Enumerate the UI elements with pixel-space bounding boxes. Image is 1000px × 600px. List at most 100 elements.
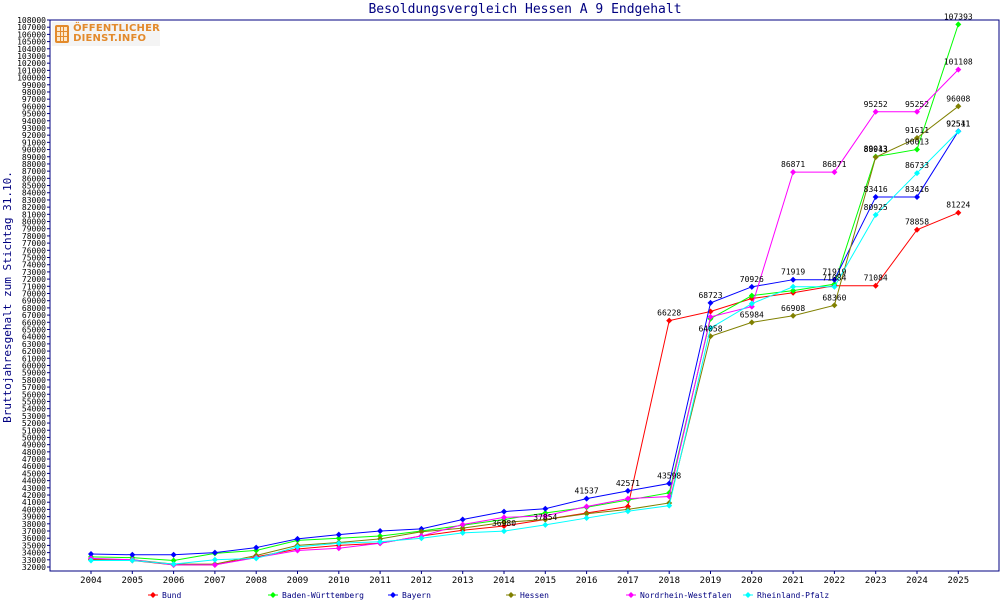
y-tick-label: 41000 [22,498,46,507]
x-tick-label: 2014 [493,576,515,586]
y-tick-label: 75000 [22,254,46,263]
data-label: 92511 [946,119,970,128]
y-tick-label: 92000 [22,131,46,140]
data-label: 83416 [905,185,929,194]
x-tick-label: 2021 [782,576,804,586]
data-point [872,154,879,161]
y-tick-label: 36000 [22,534,46,543]
y-tick-label: 104000 [17,45,46,54]
data-point [583,510,590,517]
data-point [418,535,425,542]
y-tick-label: 49000 [22,441,46,450]
y-tick-label: 72000 [22,275,46,284]
x-tick-label: 2009 [287,576,309,586]
y-tick-label: 37000 [22,527,46,536]
y-tick-label: 71000 [22,282,46,291]
data-point [501,522,507,529]
data-point [955,21,962,28]
y-tick-label: 99000 [22,81,46,90]
data-point [872,193,879,200]
x-tick-label: 2017 [617,576,639,586]
data-point [501,528,507,535]
data-label: 37854 [533,513,557,522]
y-tick-label: 102000 [17,59,46,68]
data-point [335,535,342,542]
y-tick-label: 38000 [22,520,46,529]
data-point [211,556,218,563]
data-point [583,495,590,502]
logo-line-2: DIENST.INFO [73,33,147,44]
y-tick-label: 45000 [22,469,46,478]
data-labels: 66228 71084 71084 78858 81224 89013 90013 10739… [492,12,973,528]
legend: Bund Baden-Württemberg Bayern Hessen Nordrhe… [148,591,829,600]
data-point [955,128,962,135]
legend-label: Hessen [520,591,549,600]
data-point [542,512,549,519]
y-tick-label: 32000 [22,563,46,572]
data-label: 83416 [864,185,888,194]
data-point [790,169,797,176]
y-tick-label: 67000 [22,311,46,320]
data-label: 71084 [864,274,888,283]
y-tick-label: 100000 [17,74,46,83]
data-point [542,505,549,512]
data-label: 36980 [492,519,516,528]
data-point [872,282,879,289]
data-point [707,299,714,306]
data-label: 86871 [781,160,805,169]
x-tick-label: 2022 [824,576,846,586]
y-tick-label: 98000 [22,88,46,97]
data-point [377,528,384,535]
y-tick-label: 96000 [22,102,46,111]
data-point [914,108,920,115]
series-line-3 [90,105,959,565]
data-point [88,551,94,558]
plot-frame [49,19,1000,572]
chart-title: Besoldungsvergleich Hessen A 9 Endgehalt [368,2,681,17]
data-point [335,531,342,538]
data-label: 95252 [905,100,929,109]
y-tick-label: 84000 [22,189,46,198]
legend-swatch-marker [745,592,751,598]
data-point [583,515,590,522]
data-label: 95252 [864,100,888,109]
y-tick-label: 95000 [22,110,46,119]
legend-label: Nordrhein-Westfalen [640,591,732,600]
data-point [914,226,920,233]
data-label: 89013 [864,145,888,154]
series-line-5 [91,131,959,565]
data-point [294,543,301,550]
data-label: 101108 [944,58,973,67]
data-point [88,557,94,564]
data-point [170,557,177,564]
data-point [542,516,549,523]
y-tick-label: 64000 [22,333,46,342]
data-point [914,134,920,141]
legend-swatch-marker [150,592,156,598]
x-tick-label: 2023 [865,576,887,586]
x-tick-label: 2024 [906,576,928,586]
y-tick-label: 58000 [22,376,46,385]
data-point [335,545,342,552]
y-axis: 3200033000340003500036000370003800039000… [17,16,50,572]
x-axis: 2004 2005 2006 2007 2008 2009 2010 2011 2012 2013… [80,571,969,586]
data-label: 65984 [740,310,764,319]
legend-swatch-marker [628,592,634,598]
y-tick-label: 90000 [22,146,46,155]
data-point [707,325,714,332]
y-tick-label: 46000 [22,462,46,471]
data-label: 42571 [616,479,640,488]
data-point [624,495,631,502]
data-point [583,503,590,510]
legend-label: Bund [162,591,181,600]
data-point [459,525,466,532]
data-point [129,551,136,558]
y-tick-label: 86000 [22,174,46,183]
x-tick-label: 2004 [80,576,102,586]
x-tick-label: 2005 [121,576,143,586]
logo-icon [55,25,70,43]
y-tick-label: 59000 [22,369,46,378]
data-point [914,146,920,153]
data-label: 107393 [944,12,973,21]
